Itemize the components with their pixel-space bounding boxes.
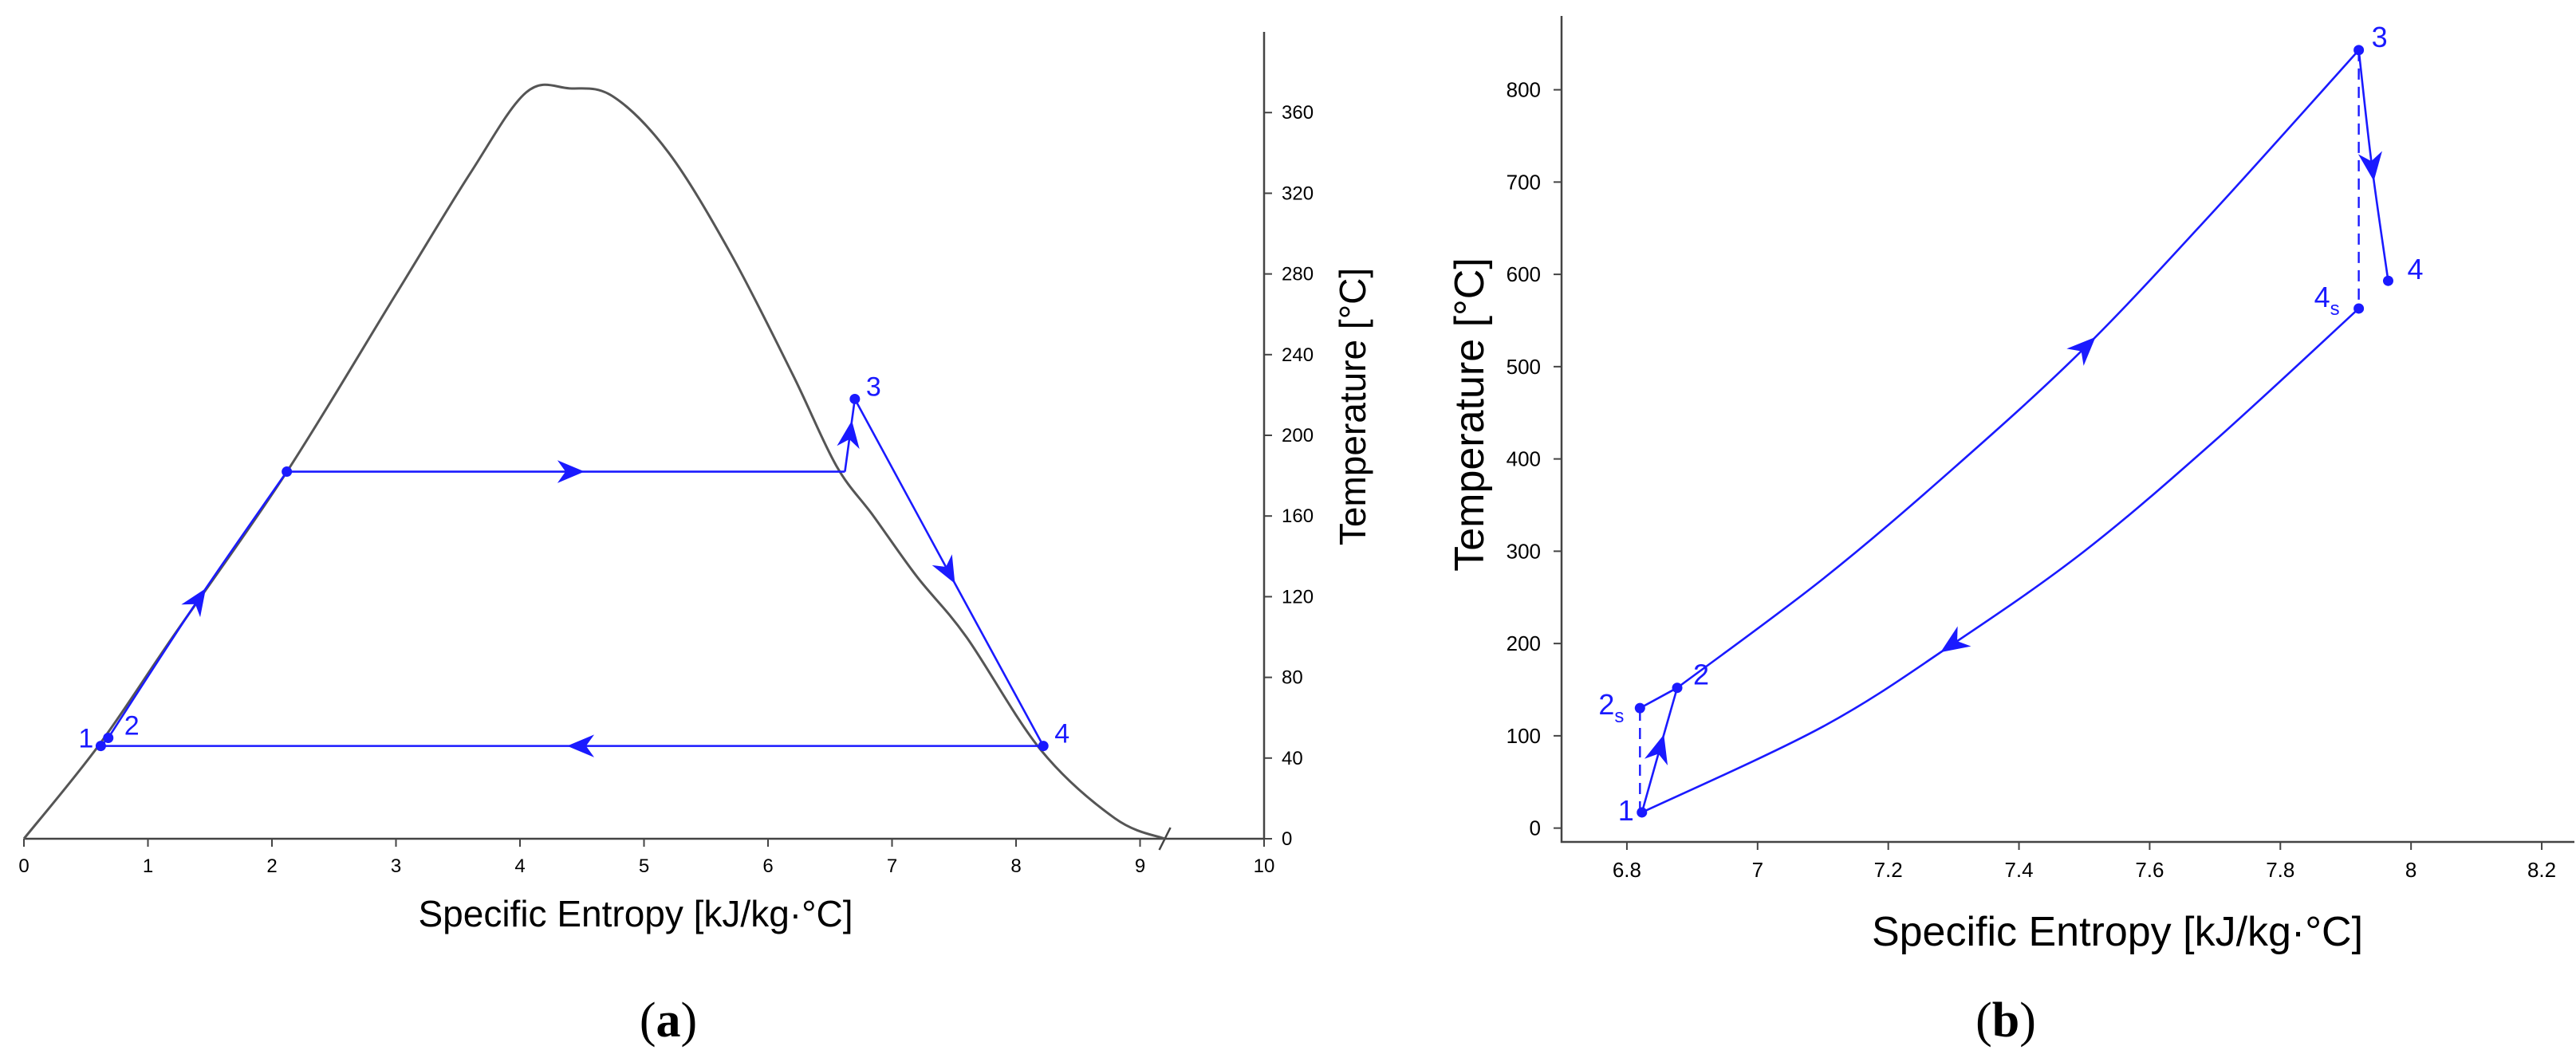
state-point: [2353, 45, 2365, 56]
y-tick-label: 400: [1507, 447, 1541, 471]
panel-b-x-axis-title: Specific Entropy [kJ/kg·°C]: [1872, 909, 2363, 955]
state-label-2: 2: [124, 711, 140, 741]
y-tick-label: 0: [1282, 828, 1292, 850]
state-label-4: 4: [2407, 253, 2423, 285]
state-label-3: 3: [2372, 21, 2388, 53]
panel-a-axes: [24, 32, 1266, 840]
x-tick-label: 9: [1135, 855, 1145, 877]
x-tick-label: 7: [887, 855, 897, 877]
x-tick-label: 7.6: [2135, 858, 2164, 882]
y-tick-label: 160: [1282, 505, 1314, 527]
cycle-line-2-3-heat-addition: [1676, 49, 2360, 689]
flow-arrow: [2066, 336, 2096, 366]
state-point: [2382, 275, 2393, 286]
panel-a-letter: a: [656, 993, 681, 1048]
panel-b-chart: 6.8 7 7.2 7.4 7.6 7.8 8 8.2 0 100 200 300 400 500 600 7…: [1447, 16, 2574, 1048]
y-tick-label: 200: [1282, 425, 1314, 446]
flow-arrow: [1644, 734, 1668, 765]
state-point: [1038, 741, 1049, 752]
panel-b-axes: [1560, 16, 2574, 844]
flow-arrow: [2357, 151, 2382, 182]
state-label-2s: 2s: [1598, 688, 1624, 727]
state-point: [282, 466, 293, 478]
y-tick-label: 700: [1507, 170, 1541, 194]
panel-a-ticks: 0 1 2 3 4 5 6 7 8 9 10 0 40 80 120 160 200 240 280 320 360: [18, 102, 1314, 877]
x-tick-label: 2: [266, 855, 277, 877]
state-label-1: 1: [1618, 794, 1634, 827]
x-tick-label: 10: [1254, 855, 1275, 877]
state-point: [1637, 807, 1648, 818]
x-tick-label: 7.8: [2266, 858, 2294, 882]
x-tick-label: 4: [514, 855, 525, 877]
state-point: [103, 733, 114, 743]
x-tick-label: 8: [1010, 855, 1021, 877]
panel-a-y-axis-title: Temperature [°C]: [1332, 268, 1373, 545]
x-tick-label: 7: [1752, 858, 1763, 882]
state-point: [2353, 303, 2365, 314]
state-label-3: 3: [866, 372, 881, 402]
y-tick-label: 200: [1507, 631, 1541, 655]
y-tick-label: 120: [1282, 586, 1314, 608]
panel-b-letter: b: [1992, 993, 2019, 1048]
x-tick-label: 7.2: [1874, 858, 1903, 882]
flow-arrow: [932, 554, 955, 584]
flow-arrow: [1940, 626, 1971, 653]
state-point: [1672, 682, 1683, 694]
state-label-1: 1: [78, 724, 93, 754]
panel-a-x-axis-title: Specific Entropy [kJ/kg·°C]: [418, 893, 853, 934]
panel-a-caption: (a): [640, 993, 697, 1048]
y-tick-label: 600: [1507, 262, 1541, 286]
state-label-2: 2: [1693, 659, 1709, 691]
saturation-dome-curve: [22, 83, 1166, 840]
x-tick-label: 6.8: [1613, 858, 1641, 882]
y-tick-label: 500: [1507, 355, 1541, 379]
panel-b-caption: (b): [1975, 993, 2036, 1048]
panel-b-ticks: 6.8 7 7.2 7.4 7.6 7.8 8 8.2 0 100 200 300 400 500 600 7…: [1507, 78, 2557, 882]
flow-arrow: [567, 734, 595, 757]
x-tick-label: 7.4: [2004, 858, 2033, 882]
y-tick-label: 40: [1282, 748, 1303, 769]
panel-b-y-axis-title: Temperature [°C]: [1447, 258, 1493, 572]
y-tick-label: 0: [1530, 816, 1541, 840]
x-tick-label: 0: [18, 855, 29, 877]
state-point: [1634, 702, 1645, 714]
y-tick-label: 800: [1507, 78, 1541, 102]
state-point: [849, 393, 861, 404]
flow-arrow: [837, 420, 860, 450]
x-tick-label: 6: [762, 855, 773, 877]
x-tick-label: 8: [2405, 858, 2416, 882]
y-tick-label: 300: [1507, 539, 1541, 563]
x-tick-label: 5: [639, 855, 649, 877]
y-tick-label: 280: [1282, 264, 1314, 285]
y-tick-label: 360: [1282, 102, 1314, 124]
x-tick-label: 1: [143, 855, 153, 877]
state-label-4s: 4s: [2314, 281, 2340, 320]
panel-b-plot-area: 1 2 2s 3 4 4s: [1598, 21, 2423, 827]
x-tick-label: 8.2: [2527, 858, 2556, 882]
y-tick-label: 80: [1282, 667, 1303, 689]
x-tick-label: 3: [391, 855, 401, 877]
panel-a-chart: 0 1 2 3 4 5 6 7 8 9 10 0 40 80 120 160 200 240 280 320 360 1…: [18, 32, 1373, 1048]
cycle-line-4s-1-heat-rejection: [1641, 307, 2360, 814]
panel-a-plot-area: 1 2 3 4: [22, 83, 1166, 840]
cycle-line-2s-2: [1639, 686, 1678, 710]
state-point: [95, 741, 106, 752]
flow-arrow: [557, 460, 585, 483]
y-tick-label: 320: [1282, 183, 1314, 204]
y-tick-label: 100: [1507, 724, 1541, 748]
y-tick-label: 240: [1282, 344, 1314, 366]
flow-arrow: [181, 588, 207, 618]
state-label-4: 4: [1054, 719, 1069, 749]
